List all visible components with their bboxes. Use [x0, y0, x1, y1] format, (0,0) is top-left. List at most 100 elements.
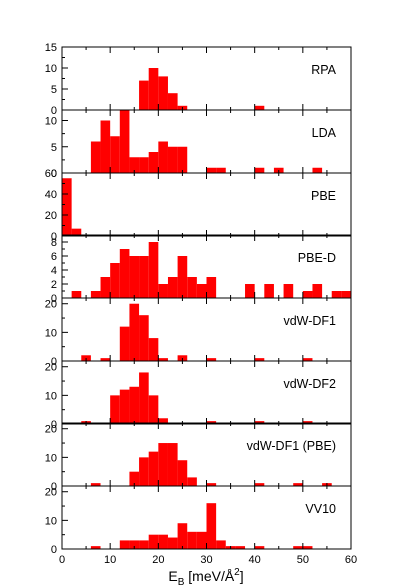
x-tick-label: 50 — [297, 554, 309, 566]
y-tick-label: 10 — [45, 63, 57, 75]
histogram-bar — [167, 146, 178, 173]
histogram-bar — [119, 540, 130, 549]
histogram-bar — [71, 228, 82, 236]
histogram-bar — [148, 534, 159, 549]
histogram-bar — [62, 178, 72, 236]
histogram-bar — [206, 358, 217, 361]
panel-method-label: LDA — [312, 126, 337, 140]
histogram-bar — [293, 483, 303, 486]
histogram-bar — [158, 76, 168, 110]
histogram-bar — [129, 386, 140, 424]
histogram-bar — [119, 389, 130, 424]
histogram-bar — [254, 358, 265, 361]
histogram-bar — [139, 315, 149, 361]
histogram-bar — [148, 451, 159, 486]
histogram-bar — [235, 546, 246, 549]
histogram-bar — [139, 540, 149, 549]
histogram-bar — [100, 120, 111, 173]
y-tick-label: 10 — [45, 327, 57, 339]
y-tick-label: 20 — [45, 299, 57, 311]
histogram-bar — [148, 395, 159, 424]
histogram-bar — [254, 167, 265, 173]
x-tick-label: 20 — [152, 554, 164, 566]
histogram-bar — [167, 277, 178, 298]
histogram-bar — [196, 284, 207, 298]
histogram-bar — [254, 483, 265, 486]
histogram-bar — [312, 167, 323, 173]
histogram-bar — [90, 546, 101, 549]
y-tick-label: 6 — [51, 251, 57, 263]
y-tick-label: 15 — [45, 42, 57, 54]
y-tick-label: 10 — [45, 390, 57, 402]
y-tick-label: 20 — [45, 424, 57, 436]
histogram-bar — [302, 291, 313, 298]
histogram-bar — [100, 277, 111, 298]
histogram-bar — [158, 141, 168, 173]
histogram-bar — [341, 291, 351, 298]
panel-method-label: PBE — [311, 189, 336, 203]
y-tick-label: 8 — [51, 237, 57, 249]
histogram-bar — [167, 443, 178, 486]
panel-method-label: RPA — [311, 63, 336, 77]
x-tick-label: 0 — [59, 554, 65, 566]
y-tick-label: 0 — [51, 293, 57, 305]
histogram-bar — [139, 157, 149, 173]
histogram-bar — [129, 471, 140, 486]
panel-method-label: PBE-D — [298, 251, 336, 265]
y-tick-label: 10 — [45, 452, 57, 464]
histogram-bar — [110, 263, 120, 298]
histogram-bar — [139, 372, 149, 424]
panel-frame — [61, 46, 352, 111]
histogram-bar — [245, 284, 255, 298]
y-tick-label: 40 — [45, 189, 57, 201]
y-tick-label: 10 — [45, 515, 57, 527]
histogram-bar — [158, 534, 168, 549]
histogram-bar — [139, 457, 149, 486]
histogram-bar — [148, 242, 159, 298]
x-tick-label: 10 — [104, 554, 116, 566]
histogram-bar — [110, 395, 120, 424]
histogram-bar — [90, 141, 101, 173]
panel-frame — [61, 360, 352, 425]
histogram-bar — [312, 284, 323, 298]
panel-method-label: vdW-DF1 — [283, 314, 336, 328]
y-tick-label: 0 — [51, 481, 57, 493]
y-tick-label: 0 — [51, 231, 57, 243]
histogram-bar — [148, 152, 159, 173]
histogram-bar — [129, 303, 140, 361]
panel-method-label: vdW-DF2 — [283, 377, 336, 391]
histogram-bar — [293, 546, 303, 549]
histogram-bar — [177, 256, 188, 298]
y-tick-label: 10 — [45, 116, 57, 128]
histogram-bar — [206, 167, 217, 173]
x-tick-label: 40 — [249, 554, 261, 566]
panel-frame — [61, 422, 352, 487]
y-tick-label: 20 — [45, 362, 57, 374]
y-tick-label: 4 — [51, 265, 57, 277]
histogram-bar — [254, 546, 265, 549]
histogram-bar — [302, 358, 313, 361]
histogram-bar — [158, 284, 168, 298]
histogram-bar — [100, 358, 111, 361]
y-tick-label: 20 — [45, 487, 57, 499]
histogram-bar — [71, 291, 82, 298]
x-axis-label: EB [meV/Å2] — [168, 567, 243, 588]
histogram-bar — [119, 326, 130, 361]
histogram-bar — [90, 483, 101, 486]
histogram-bar — [119, 110, 130, 173]
histogram-bar — [206, 503, 217, 549]
histogram-bar — [206, 277, 217, 298]
histogram-bar — [187, 531, 197, 549]
x-tick-label: 60 — [345, 554, 357, 566]
histogram-bar — [177, 460, 188, 486]
histogram-bar — [129, 157, 140, 173]
histogram-bar — [129, 256, 140, 298]
y-tick-label: 2 — [51, 279, 57, 291]
y-tick-label: 5 — [51, 84, 57, 96]
y-tick-label: 0 — [51, 105, 57, 117]
histogram-bar — [148, 68, 159, 110]
histogram-bar — [254, 105, 265, 110]
histogram-bar — [119, 249, 130, 298]
histogram-bar — [110, 136, 120, 173]
